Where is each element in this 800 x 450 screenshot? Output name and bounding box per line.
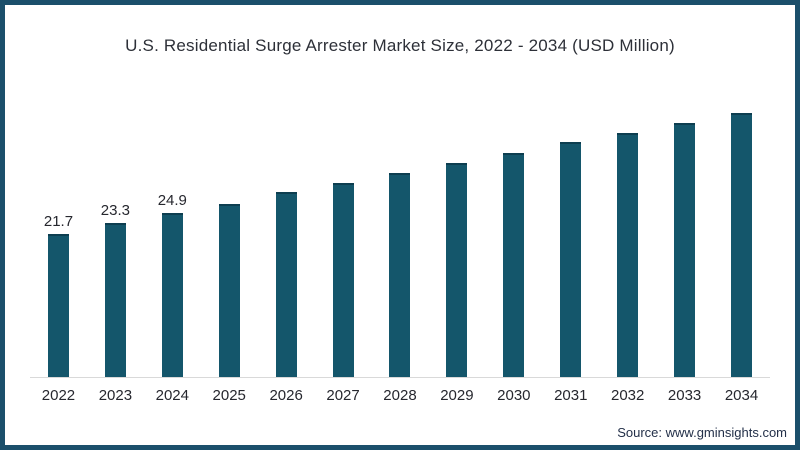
x-tick-label-2034: 2034 bbox=[724, 387, 759, 404]
bar-group-2023: 23.3 bbox=[87, 5, 144, 377]
bar-2023 bbox=[104, 223, 126, 377]
bar-2031 bbox=[560, 142, 582, 377]
x-tick-label-2028: 2028 bbox=[383, 387, 417, 404]
bar-value-label-2022: 21.7 bbox=[43, 213, 74, 230]
x-tick-label-2026: 2026 bbox=[269, 387, 303, 404]
bar-2025 bbox=[218, 204, 240, 377]
bar-2022 bbox=[47, 234, 69, 377]
x-tick-label-2025: 2025 bbox=[212, 387, 246, 404]
bar-group-2025 bbox=[201, 5, 258, 377]
bar-group-2033 bbox=[656, 5, 713, 377]
bar-value-label-2023: 23.3 bbox=[100, 202, 130, 219]
bar-2034 bbox=[731, 113, 753, 377]
bar-2029 bbox=[446, 163, 468, 377]
source-text: Source: www.gminsights.com bbox=[617, 425, 787, 440]
x-tick-label-2030: 2030 bbox=[497, 387, 531, 404]
x-tick-label-2024: 2024 bbox=[155, 387, 189, 404]
bar-group-2034 bbox=[713, 5, 770, 377]
bar-2028 bbox=[389, 173, 411, 377]
bar-group-2031 bbox=[542, 5, 599, 377]
bar-2030 bbox=[503, 153, 525, 377]
bar-value-label-2024: 24.9 bbox=[157, 192, 187, 209]
x-tick-label-2023: 2023 bbox=[98, 387, 133, 404]
bar-group-2026 bbox=[258, 5, 315, 377]
bar-group-2027 bbox=[315, 5, 372, 377]
x-axis-line bbox=[30, 377, 770, 378]
bar-2032 bbox=[617, 133, 639, 377]
plot-area: 21.7 23.3 24.9 bbox=[30, 5, 770, 377]
chart-title: U.S. Residential Surge Arrester Market S… bbox=[125, 36, 675, 55]
x-tick-label-2032: 2032 bbox=[610, 387, 645, 404]
bar-2024 bbox=[161, 213, 183, 377]
bar-group-2028 bbox=[372, 5, 429, 377]
x-tick-label-2029: 2029 bbox=[440, 387, 474, 404]
bar-group-2024: 24.9 bbox=[144, 5, 201, 377]
bar-2033 bbox=[674, 123, 696, 377]
bar-group-2029 bbox=[428, 5, 485, 377]
bar-group-2022: 21.7 bbox=[30, 5, 87, 377]
x-tick-label-2027: 2027 bbox=[326, 387, 360, 404]
x-tick-label-2031: 2031 bbox=[554, 387, 588, 404]
x-tick-label-2033: 2033 bbox=[667, 387, 702, 404]
bar-group-2030 bbox=[485, 5, 542, 377]
x-tick-label-2022: 2022 bbox=[41, 387, 76, 404]
x-axis-labels: 2022 2023 2024 2025 2026 2027 2028 2029 2030 2031… bbox=[30, 387, 770, 404]
bar-group-2032 bbox=[599, 5, 656, 377]
bar-2026 bbox=[275, 192, 297, 377]
bar-2027 bbox=[332, 183, 354, 377]
